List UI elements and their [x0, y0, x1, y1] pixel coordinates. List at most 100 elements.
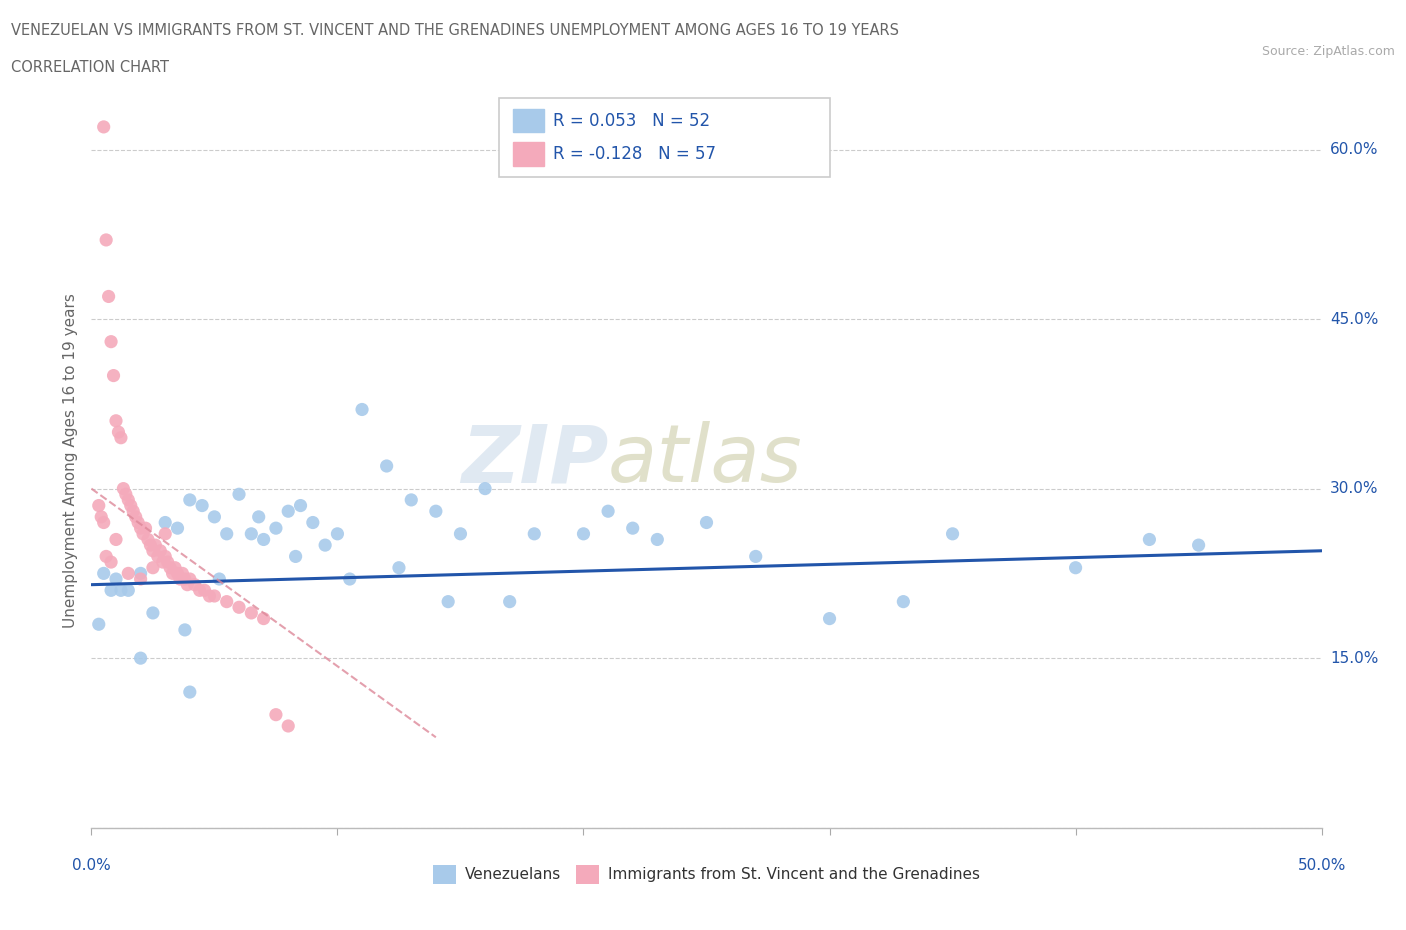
Point	[129, 521, 152, 536]
Point	[253, 611, 276, 626]
Text: R = -0.128   N = 57: R = -0.128 N = 57	[553, 145, 716, 164]
Point	[191, 498, 214, 513]
Point	[100, 583, 122, 598]
Point	[153, 526, 177, 541]
Point	[264, 707, 287, 722]
Text: 45.0%: 45.0%	[1330, 312, 1378, 326]
Point	[146, 549, 169, 564]
Point	[277, 504, 299, 519]
Point	[1064, 560, 1087, 575]
Point	[202, 589, 225, 604]
Point	[132, 526, 155, 541]
Point	[818, 611, 841, 626]
Point	[114, 486, 138, 501]
Text: CORRELATION CHART: CORRELATION CHART	[11, 60, 169, 75]
Point	[284, 549, 307, 564]
Point	[117, 566, 139, 581]
Point	[142, 560, 165, 575]
Point	[93, 566, 115, 581]
Text: 15.0%: 15.0%	[1330, 651, 1378, 666]
Point	[127, 515, 149, 530]
Point	[152, 554, 174, 569]
Point	[645, 532, 669, 547]
Point	[179, 493, 201, 508]
Point	[891, 594, 914, 609]
Point	[159, 560, 181, 575]
Point	[136, 532, 159, 547]
Point	[100, 554, 122, 569]
Point	[425, 504, 447, 519]
Point	[388, 560, 411, 575]
Point	[208, 572, 231, 587]
Point	[198, 589, 221, 604]
Point	[163, 560, 186, 575]
Point	[215, 526, 238, 541]
Point	[375, 458, 398, 473]
Point	[176, 578, 198, 592]
Point	[228, 600, 250, 615]
Point	[135, 521, 157, 536]
Point	[105, 413, 127, 428]
Text: R = 0.053   N = 52: R = 0.053 N = 52	[553, 112, 710, 130]
Point	[96, 549, 117, 564]
Point	[105, 532, 127, 547]
Point	[339, 572, 361, 587]
Point	[93, 119, 115, 134]
Text: VENEZUELAN VS IMMIGRANTS FROM ST. VINCENT AND THE GRENADINES UNEMPLOYMENT AMONG : VENEZUELAN VS IMMIGRANTS FROM ST. VINCEN…	[11, 23, 900, 38]
Point	[179, 572, 201, 587]
Point	[129, 651, 152, 666]
Point	[162, 566, 184, 581]
Point	[110, 583, 132, 598]
Point	[156, 554, 179, 569]
Point	[87, 617, 110, 631]
Point	[572, 526, 595, 541]
Point	[142, 605, 165, 620]
Point	[941, 526, 963, 541]
Point	[301, 515, 323, 530]
Point	[253, 532, 276, 547]
Point	[129, 572, 152, 587]
Point	[240, 605, 263, 620]
Point	[110, 431, 132, 445]
Point	[1187, 538, 1209, 552]
Text: Source: ZipAtlas.com: Source: ZipAtlas.com	[1261, 45, 1395, 58]
Point	[107, 425, 129, 440]
Point	[449, 526, 471, 541]
Text: atlas: atlas	[607, 421, 803, 499]
Point	[745, 549, 768, 564]
Point	[399, 493, 422, 508]
Point	[314, 538, 336, 552]
Point	[247, 510, 270, 525]
Point	[142, 543, 165, 558]
Point	[166, 521, 188, 536]
Point	[172, 566, 194, 581]
Point	[174, 572, 197, 587]
Legend: Venezuelans, Immigrants from St. Vincent and the Grenadines: Venezuelans, Immigrants from St. Vincent…	[426, 859, 987, 890]
Point	[117, 493, 139, 508]
Text: ZIP: ZIP	[461, 421, 607, 499]
Point	[166, 566, 188, 581]
Point	[103, 368, 125, 383]
Point	[437, 594, 460, 609]
Point	[93, 515, 115, 530]
Point	[277, 719, 299, 734]
Point	[124, 510, 148, 525]
Point	[120, 498, 142, 513]
Point	[474, 481, 496, 496]
Point	[695, 515, 717, 530]
Point	[523, 526, 546, 541]
Text: 60.0%: 60.0%	[1330, 142, 1378, 157]
Point	[112, 481, 135, 496]
Point	[145, 538, 166, 552]
Point	[352, 402, 374, 417]
Point	[100, 334, 122, 349]
Point	[179, 684, 201, 699]
Point	[193, 583, 217, 598]
Point	[290, 498, 312, 513]
Point	[1139, 532, 1161, 547]
Point	[183, 578, 207, 592]
Y-axis label: Unemployment Among Ages 16 to 19 years: Unemployment Among Ages 16 to 19 years	[63, 293, 79, 628]
Point	[596, 504, 619, 519]
Point	[90, 510, 112, 525]
Point	[202, 510, 225, 525]
